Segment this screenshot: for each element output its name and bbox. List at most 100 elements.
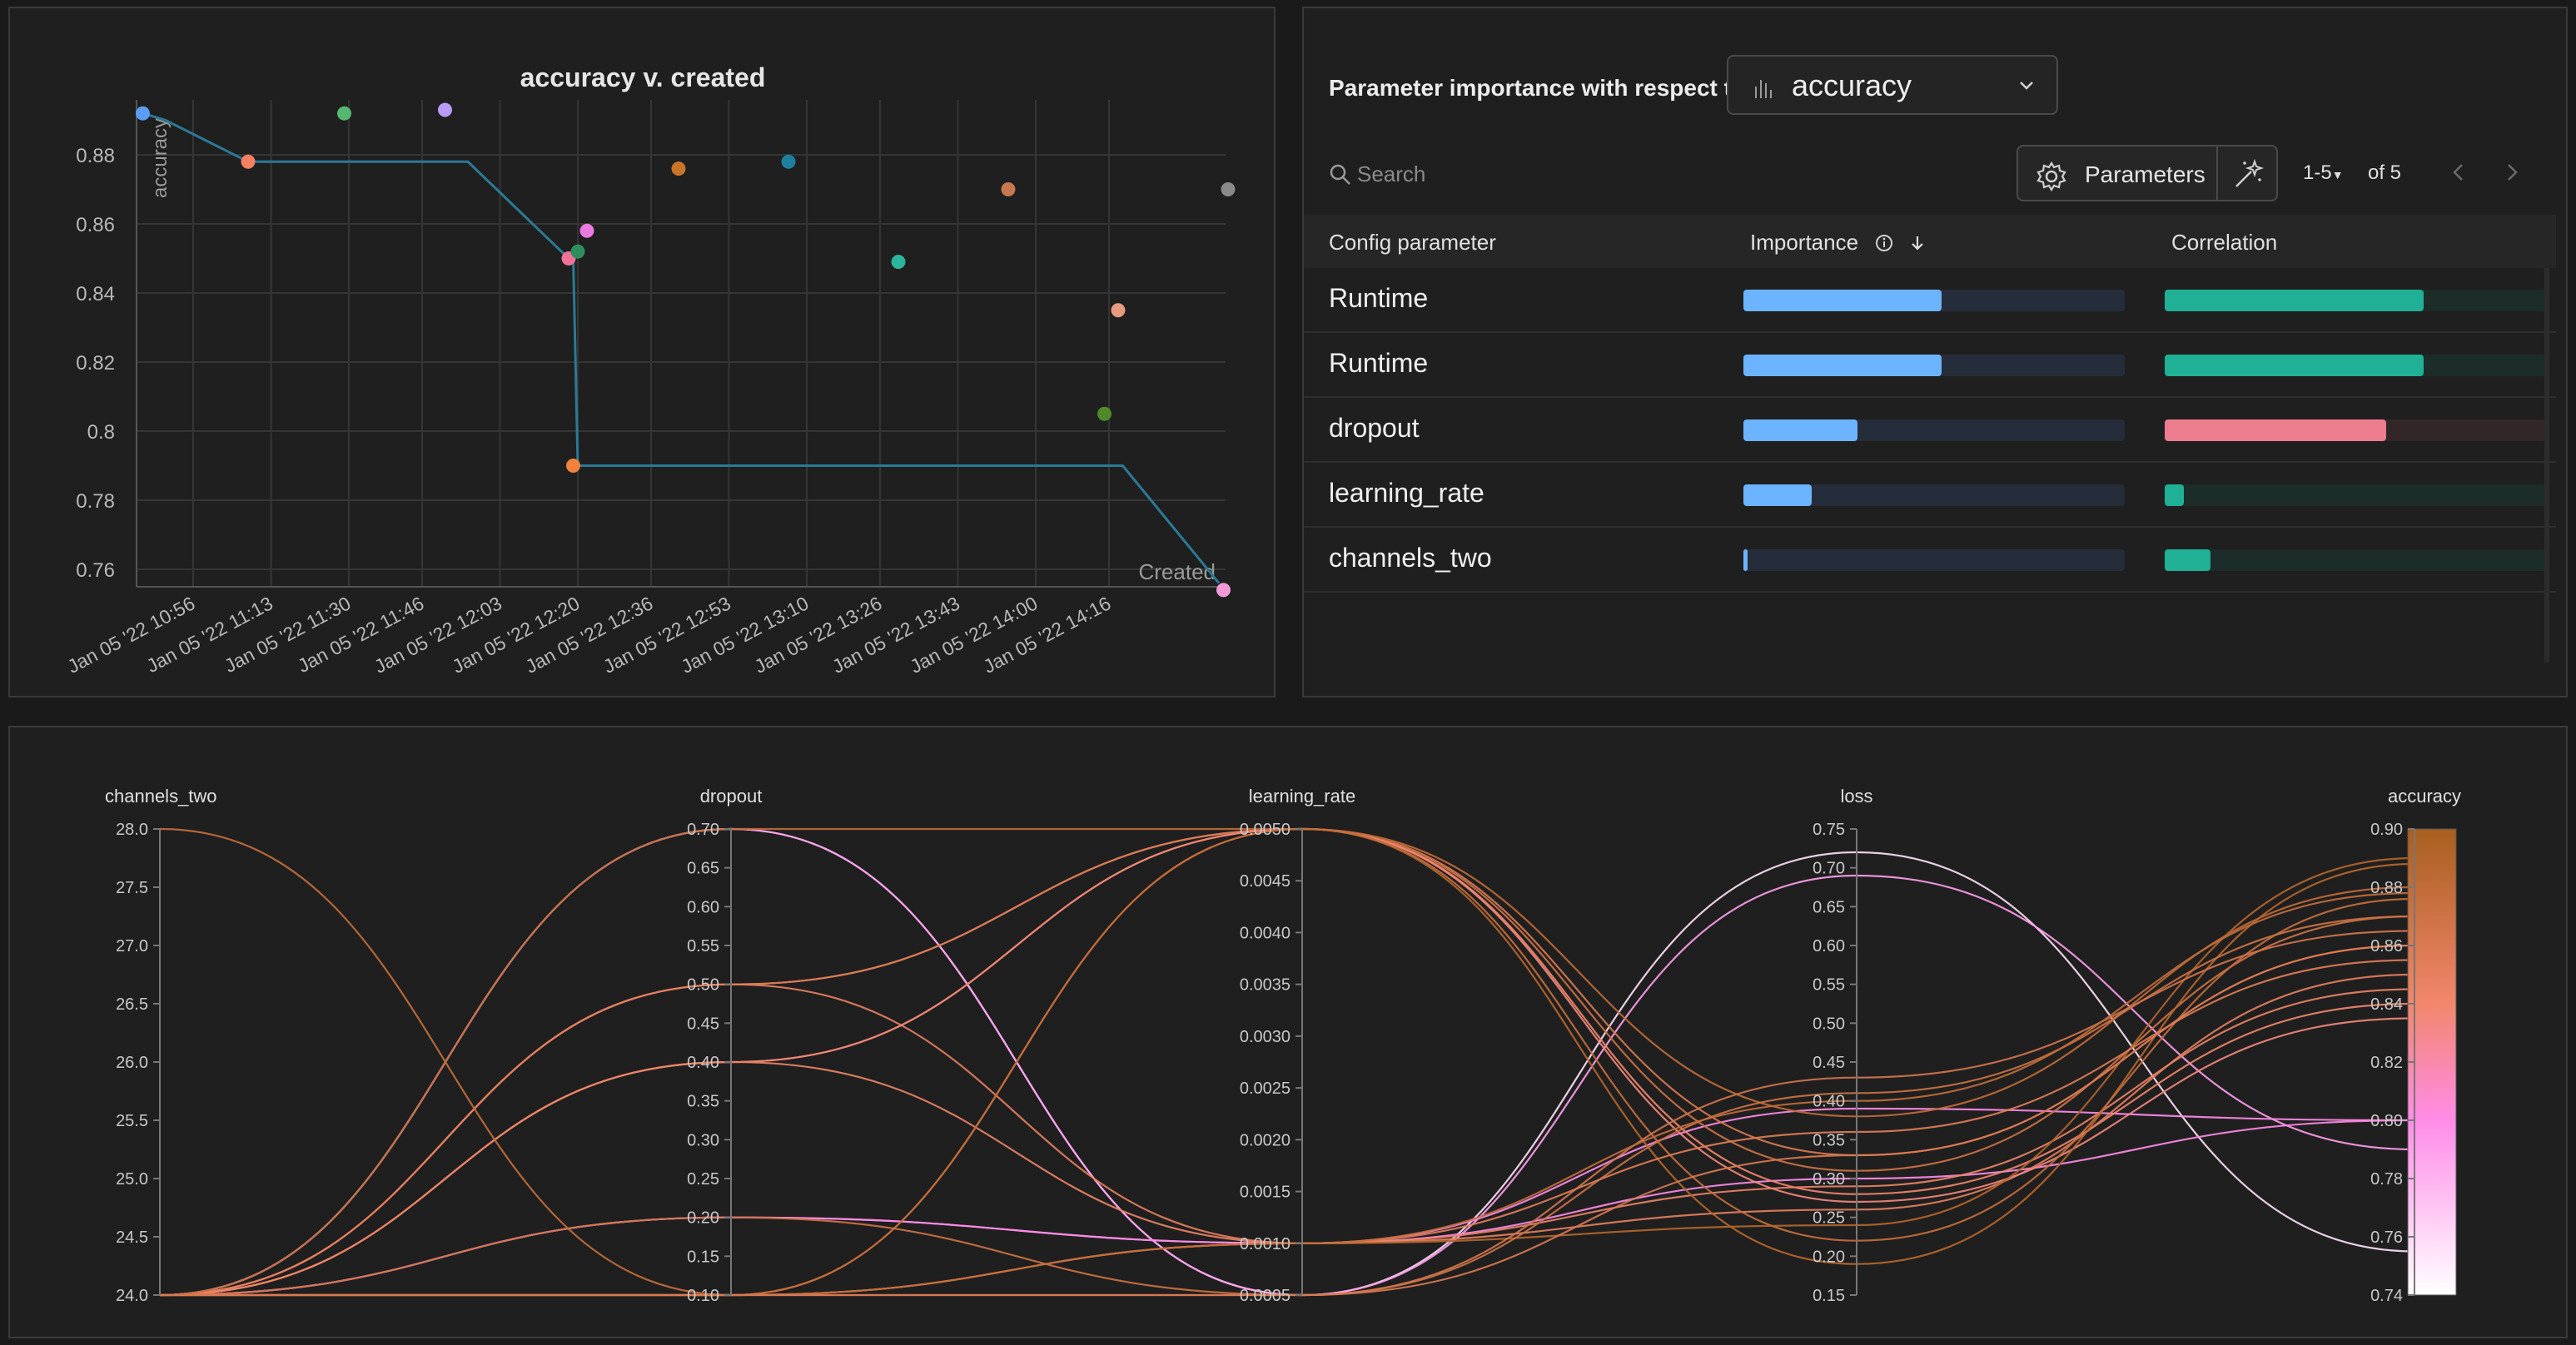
data-point[interactable] <box>891 255 906 270</box>
data-point[interactable] <box>438 102 452 117</box>
data-point[interactable] <box>136 106 150 121</box>
parallel-line[interactable] <box>159 827 2415 1297</box>
search-icon <box>1330 164 1350 185</box>
page-size-select[interactable]: 1-5▼ <box>2303 161 2344 185</box>
axis-tick-label: 0.80 <box>2370 1112 2403 1130</box>
info-icon[interactable] <box>1874 233 1894 253</box>
axis-tick-label: 26.0 <box>116 1054 148 1072</box>
parallel-lines <box>159 827 2415 1297</box>
parallel-line[interactable] <box>159 827 2415 1297</box>
parameters-button[interactable]: Parameters <box>2017 145 2278 201</box>
axis-tick-label: 0.45 <box>687 1015 719 1033</box>
chevron-down-icon <box>2020 82 2033 90</box>
axis-tick-label: 27.0 <box>116 937 148 955</box>
data-point[interactable] <box>671 161 686 176</box>
parallel-line[interactable] <box>159 827 2415 1297</box>
table-scrollbar[interactable] <box>2544 268 2549 663</box>
data-point[interactable] <box>337 106 351 121</box>
axis-tick-label: 0.50 <box>687 976 719 995</box>
y-tick-label: 0.86 <box>76 214 115 236</box>
axis-tick-label: 0.84 <box>2370 995 2403 1014</box>
importance-bar <box>1743 290 1942 311</box>
search-input[interactable]: Search <box>1357 161 1426 186</box>
axis-tick-label: 0.0040 <box>1240 924 1290 942</box>
accuracy-vs-created-chart[interactable]: accuracy v. created 0.76 0.78 0.8 0.82 0.84 0… <box>10 8 1274 696</box>
parallel-line[interactable] <box>159 827 2415 1297</box>
axis-tick-label: 0.15 <box>1813 1287 1845 1305</box>
data-points[interactable] <box>136 102 1236 598</box>
axis-tick-label: 0.70 <box>1813 860 1845 878</box>
table-row[interactable]: learning_rate <box>1304 463 2556 528</box>
column-config-parameter[interactable]: Config parameter <box>1329 230 1496 255</box>
parallel-line[interactable] <box>159 944 2415 1297</box>
axis-tick-label: 0.0025 <box>1240 1079 1290 1098</box>
axis-tick-label: 0.90 <box>2370 821 2403 839</box>
data-point[interactable] <box>566 459 580 473</box>
data-point[interactable] <box>1216 583 1231 598</box>
magic-wand-icon[interactable] <box>2231 158 2265 191</box>
y-tick-label: 0.76 <box>76 559 115 582</box>
y-tick-label: 0.78 <box>76 490 115 513</box>
data-point[interactable] <box>1097 406 1111 421</box>
axis-tick-label: 0.0045 <box>1240 872 1290 891</box>
parallel-axes: channels_two 28.0 27.5 27.0 26.5 26.0 25.5 25.0… <box>105 786 2461 1305</box>
axis-tick-label: 0.30 <box>687 1131 719 1149</box>
correlation-bar-track <box>2165 355 2546 376</box>
metric-dropdown[interactable]: accuracy <box>1727 55 2058 115</box>
next-page-icon[interactable] <box>2498 158 2526 186</box>
sort-descending-icon[interactable] <box>1907 233 1927 253</box>
data-point[interactable] <box>241 154 256 169</box>
table-row[interactable]: channels_two <box>1304 528 2556 593</box>
y-tick-label: 0.82 <box>76 352 115 375</box>
importance-bar-track <box>1743 549 2125 571</box>
parallel-line[interactable] <box>159 827 2415 1297</box>
axis-tick-label: 0.50 <box>1813 1015 1845 1033</box>
chart-title: accuracy v. created <box>520 62 766 92</box>
parallel-coordinates-chart[interactable]: channels_two 28.0 27.5 27.0 26.5 26.0 25.5 25.0… <box>10 727 2566 1337</box>
table-row[interactable]: Runtime <box>1304 268 2556 333</box>
axis-tick-label: 0.35 <box>1813 1131 1845 1149</box>
data-point[interactable] <box>570 244 585 259</box>
correlation-bar <box>2165 549 2210 571</box>
data-point[interactable] <box>579 223 594 238</box>
previous-page-icon[interactable] <box>2444 158 2473 186</box>
parallel-line[interactable] <box>159 827 2415 1297</box>
parallel-line[interactable] <box>159 827 2415 1297</box>
data-point[interactable] <box>781 154 796 169</box>
data-point[interactable] <box>1221 182 1236 196</box>
axis-tick-label: 25.5 <box>116 1112 148 1130</box>
best-accuracy-line <box>142 112 1221 584</box>
axis-tick-label: 0.60 <box>1813 937 1845 955</box>
axis-tick-label: 24.0 <box>116 1287 148 1305</box>
column-importance[interactable]: Importance <box>1750 230 1927 256</box>
importance-title: Parameter importance with respect to <box>1329 75 1747 101</box>
parallel-line[interactable] <box>159 827 2415 1297</box>
axis-tick-label: 0.0015 <box>1240 1184 1290 1202</box>
axis-tick-label: 0.30 <box>1813 1170 1845 1189</box>
data-point[interactable] <box>1001 182 1016 196</box>
axis-tick-label: 0.65 <box>1813 898 1845 916</box>
parallel-line[interactable] <box>159 827 2415 1297</box>
axis-tick-label: 0.76 <box>2370 1228 2403 1247</box>
parallel-line[interactable] <box>159 973 2415 1297</box>
parallel-line[interactable] <box>159 827 2415 1297</box>
axis-tick-label: 0.55 <box>1813 976 1845 995</box>
correlation-bar-track <box>2165 419 2546 441</box>
y-tick-label: 0.8 <box>87 421 115 444</box>
axis-tick-label: 0.0030 <box>1240 1028 1290 1046</box>
y-tick-label: 0.84 <box>76 283 115 305</box>
axis-tick-label: 0.0010 <box>1240 1235 1290 1253</box>
correlation-bar-track <box>2165 549 2546 571</box>
y-tick-label: 0.88 <box>76 145 115 167</box>
axis-tick-label: 0.40 <box>687 1054 719 1072</box>
table-row[interactable]: Runtime <box>1304 333 2556 398</box>
importance-bar <box>1743 419 1858 441</box>
accuracy-colorbar[interactable] <box>2407 828 2457 1296</box>
table-row[interactable]: dropout <box>1304 398 2556 463</box>
column-correlation[interactable]: Correlation <box>2171 230 2278 255</box>
data-point[interactable] <box>1111 303 1126 318</box>
axis-tick-label: 0.0050 <box>1240 821 1290 839</box>
parameter-name: channels_two <box>1329 543 1492 573</box>
axis-tick-label: 0.82 <box>2370 1054 2403 1072</box>
x-tick-label: Jan 05 '22 11:46 <box>294 592 427 677</box>
